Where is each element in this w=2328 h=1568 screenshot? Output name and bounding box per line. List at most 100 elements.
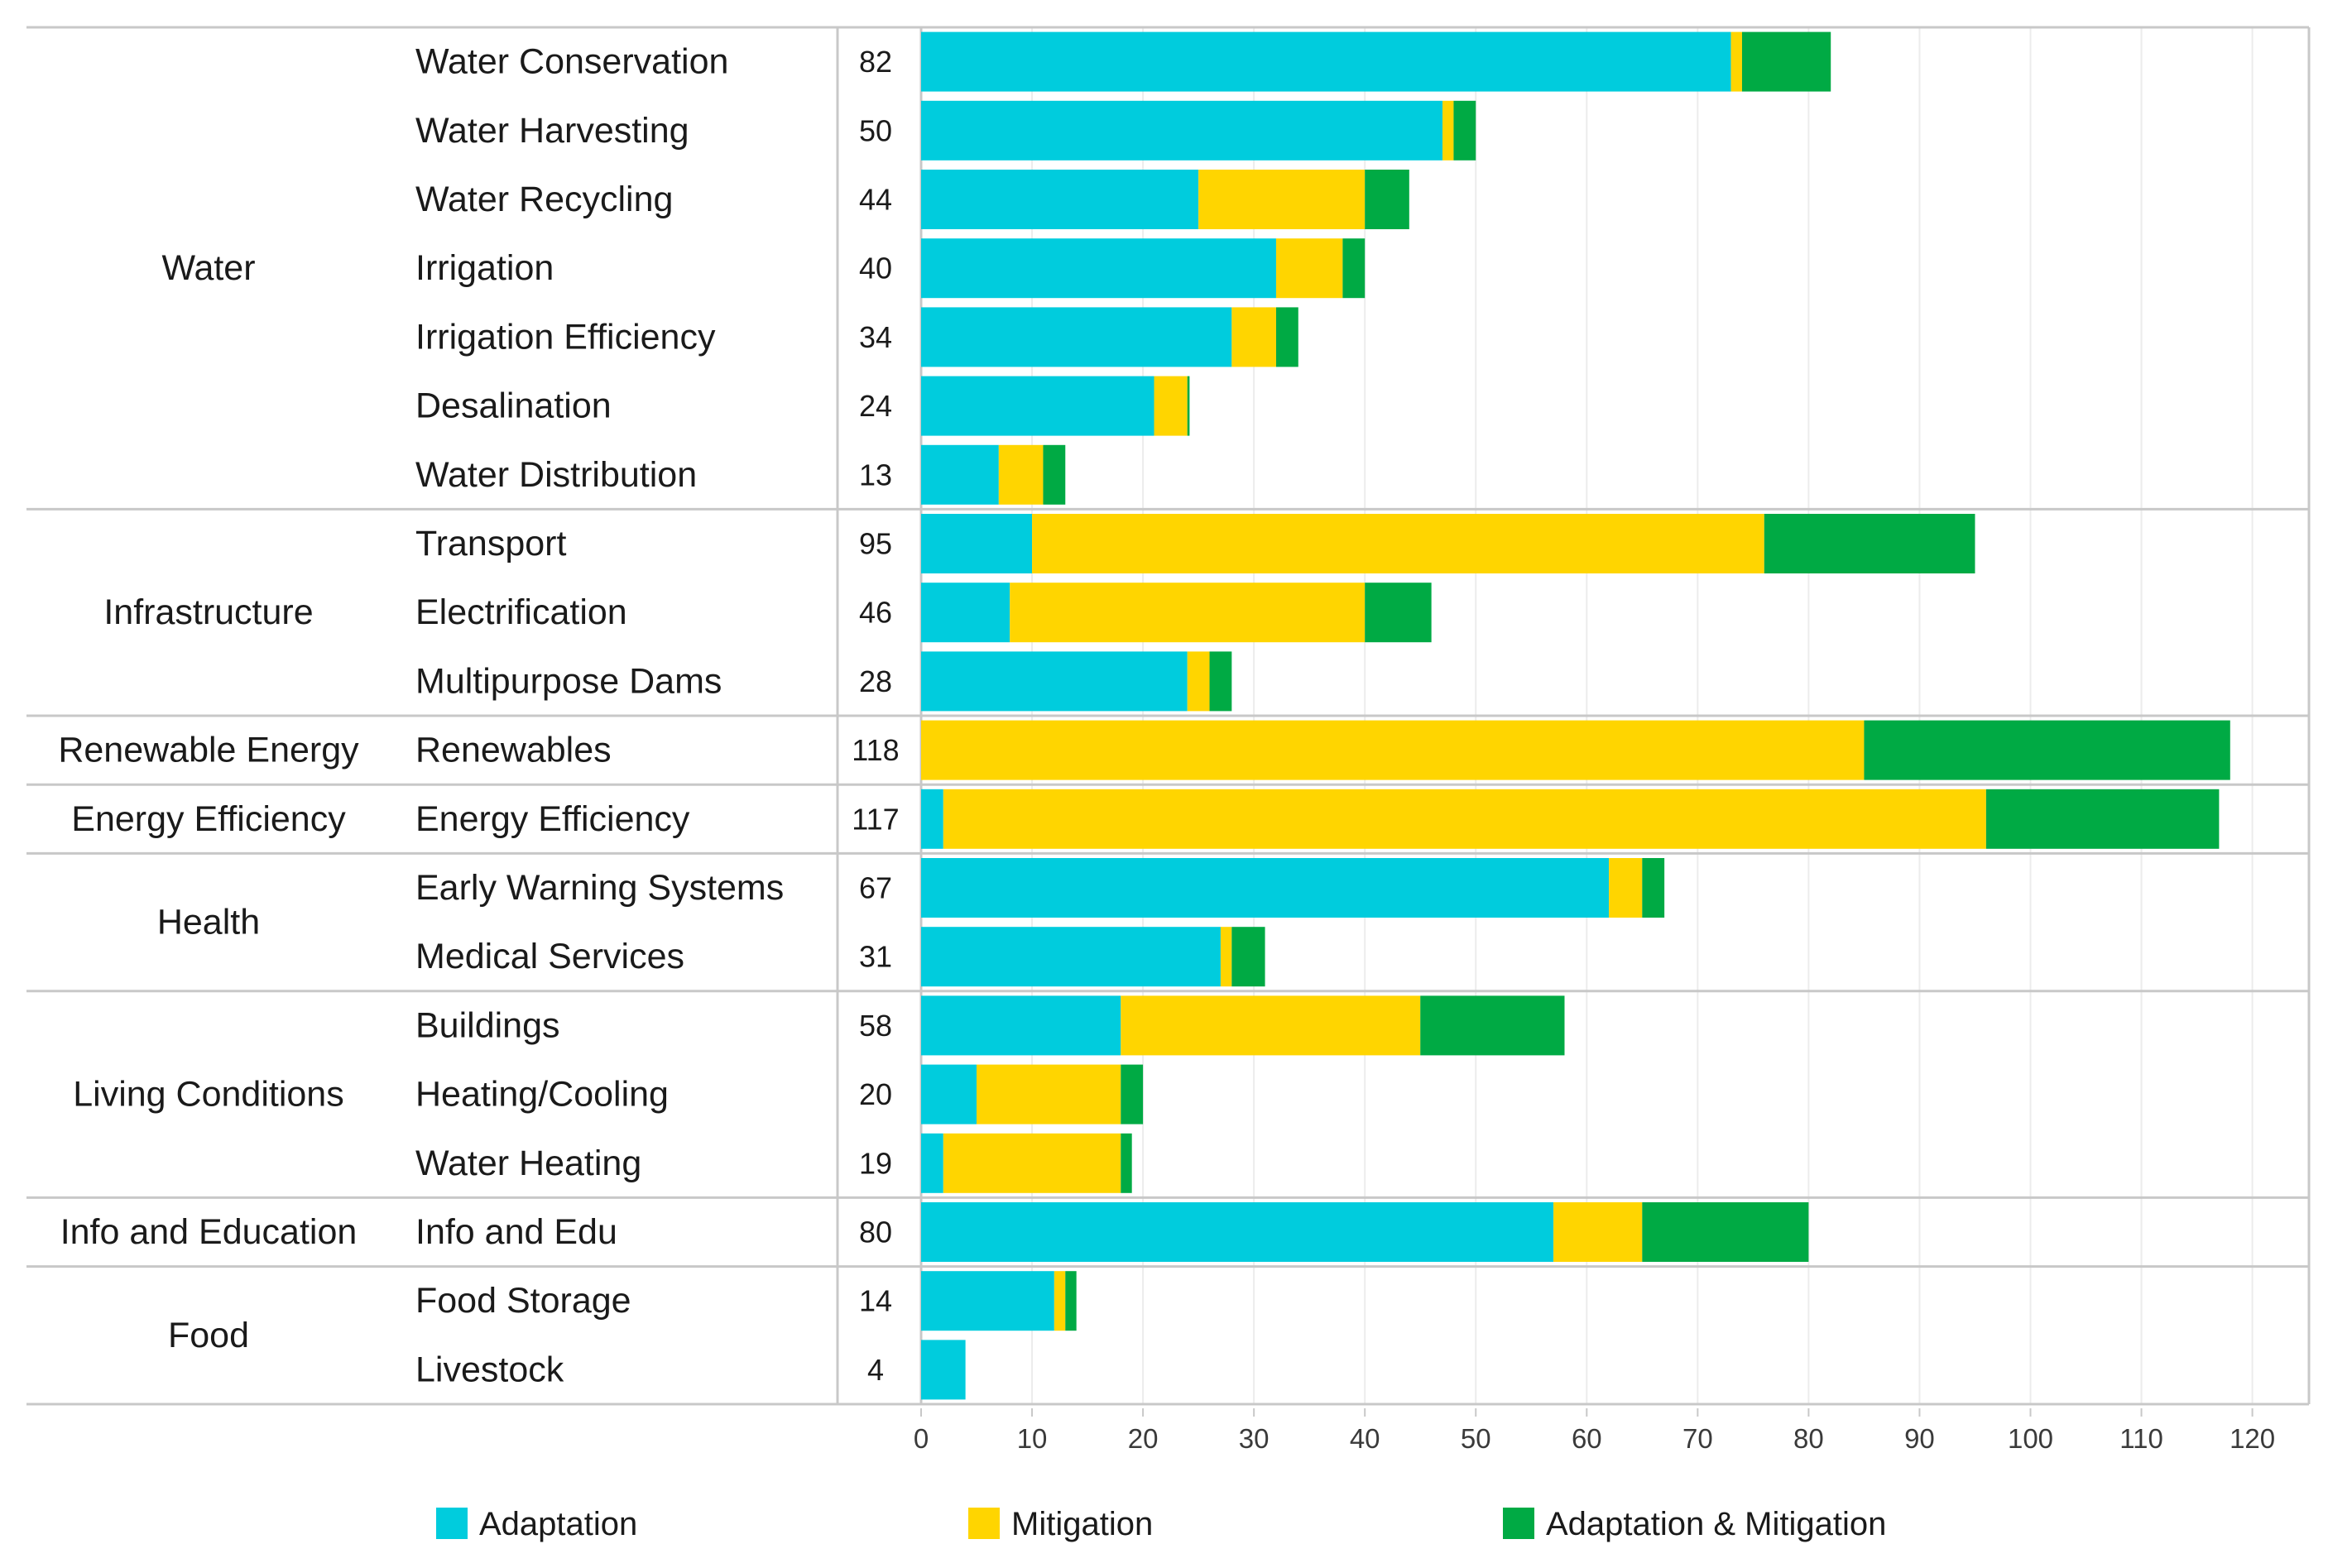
- legend-swatch: [968, 1508, 1000, 1539]
- bar-adaptation: [921, 238, 1276, 299]
- bar-mitigation: [1054, 1271, 1066, 1331]
- item-label: Transport: [415, 524, 566, 563]
- bar-mitigation: [1121, 995, 1421, 1056]
- tick-label: 80: [1793, 1423, 1824, 1454]
- bar-adaptation: [921, 1202, 1554, 1262]
- total-label: 19: [859, 1146, 892, 1180]
- bar-adaptation: [921, 1340, 966, 1400]
- bar-mitigation: [921, 720, 1865, 780]
- bar-adaptation: [921, 1064, 977, 1124]
- item-label: Water Distribution: [415, 455, 697, 495]
- total-label: 80: [859, 1216, 892, 1249]
- category-label: Living Conditions: [73, 1075, 343, 1115]
- item-label: Food Storage: [415, 1281, 631, 1321]
- item-label: Heating/Cooling: [415, 1075, 669, 1115]
- bar-mitigation: [1010, 583, 1366, 643]
- legend-label: Mitigation: [1011, 1506, 1153, 1542]
- legend: Adaptation Mitigation Adaptation & Mitigat…: [436, 1506, 1886, 1542]
- total-label: 34: [859, 320, 892, 354]
- item-label: Water Conservation: [415, 42, 728, 82]
- bar-adaptation-mitigation: [1209, 651, 1232, 712]
- bar-mitigation: [998, 444, 1044, 505]
- bar-adaptation-mitigation: [1187, 376, 1190, 436]
- bar-adaptation-mitigation: [1043, 444, 1066, 505]
- bar-mitigation: [943, 789, 1986, 849]
- item-label: Renewables: [415, 731, 612, 770]
- bar-adaptation-mitigation: [1642, 858, 1665, 918]
- total-label: 117: [852, 802, 899, 836]
- tick-label: 60: [1572, 1423, 1602, 1454]
- bars: [921, 31, 2230, 1400]
- bar-mitigation: [1231, 307, 1276, 367]
- tick-label: 0: [914, 1423, 929, 1454]
- bar-mitigation: [1220, 927, 1232, 987]
- item-label: Irrigation Efficiency: [415, 317, 716, 357]
- total-label: 67: [859, 871, 892, 905]
- total-label: 44: [859, 183, 892, 217]
- bar-mitigation: [1154, 376, 1188, 436]
- total-label: 58: [859, 1009, 892, 1043]
- bar-adaptation: [921, 927, 1221, 987]
- total-label: 46: [859, 596, 892, 630]
- item-label: Livestock: [415, 1350, 564, 1389]
- bar-mitigation: [1032, 514, 1764, 573]
- item-label: Water Heating: [415, 1144, 641, 1183]
- bar-adaptation-mitigation: [1741, 31, 1831, 92]
- bar-adaptation-mitigation: [1864, 720, 2230, 780]
- total-label: 20: [859, 1077, 892, 1111]
- bar-adaptation: [921, 858, 1610, 918]
- item-label: Water Recycling: [415, 180, 673, 219]
- legend-label: Adaptation & Mitigation: [1546, 1506, 1886, 1542]
- bar-adaptation: [921, 514, 1033, 573]
- bar-mitigation: [1442, 100, 1454, 161]
- bar-adaptation: [921, 1271, 1054, 1331]
- bar-adaptation-mitigation: [1231, 927, 1265, 987]
- legend-swatch: [436, 1508, 468, 1539]
- row-separators: [26, 26, 2311, 1406]
- legend-label: Adaptation: [479, 1506, 637, 1542]
- category-label: Food: [168, 1316, 249, 1355]
- bar-mitigation: [1609, 858, 1643, 918]
- bar-mitigation: [1275, 238, 1343, 299]
- bar-adaptation: [921, 583, 1010, 643]
- total-label: 28: [859, 664, 892, 698]
- bar-adaptation: [921, 376, 1154, 436]
- bar-adaptation-mitigation: [1065, 1271, 1077, 1331]
- total-label: 31: [859, 940, 892, 974]
- total-label: 95: [859, 527, 892, 561]
- item-label: Medical Services: [415, 937, 684, 976]
- tick-label: 90: [1904, 1423, 1935, 1454]
- bar-adaptation: [921, 1133, 943, 1193]
- bar-adaptation: [921, 995, 1121, 1056]
- tick-label: 120: [2230, 1423, 2275, 1454]
- item-label: Buildings: [415, 1005, 560, 1045]
- tick-label: 30: [1239, 1423, 1270, 1454]
- bar-mitigation: [1198, 170, 1366, 229]
- bar-adaptation-mitigation: [1365, 170, 1409, 229]
- legend-swatch: [1503, 1508, 1534, 1539]
- bar-adaptation-mitigation: [1453, 100, 1476, 161]
- x-axis: 0 10 20 30 40 50 60 70 80 90 100 110 120: [914, 1408, 2275, 1454]
- tick-label: 10: [1017, 1423, 1048, 1454]
- bar-mitigation: [977, 1064, 1121, 1124]
- bar-adaptation-mitigation: [1121, 1064, 1144, 1124]
- bar-adaptation-mitigation: [1420, 995, 1565, 1056]
- tick-label: 40: [1350, 1423, 1380, 1454]
- tick-label: 100: [2008, 1423, 2053, 1454]
- bar-adaptation: [921, 100, 1443, 161]
- total-label: 14: [859, 1284, 892, 1318]
- item-label: Irrigation: [415, 248, 554, 288]
- item-label: Desalination: [415, 386, 612, 426]
- bar-adaptation-mitigation: [1365, 583, 1432, 643]
- item-label: Multipurpose Dams: [415, 661, 722, 701]
- bar-mitigation: [1730, 31, 1742, 92]
- item-label: Early Warning Systems: [415, 868, 784, 908]
- total-label: 40: [859, 252, 892, 285]
- bar-adaptation: [921, 444, 999, 505]
- bar-adaptation-mitigation: [1642, 1202, 1809, 1262]
- tick-label: 20: [1128, 1423, 1159, 1454]
- tick-label: 50: [1461, 1423, 1491, 1454]
- item-label: Water Harvesting: [415, 111, 689, 151]
- item-label: Info and Edu: [415, 1212, 617, 1252]
